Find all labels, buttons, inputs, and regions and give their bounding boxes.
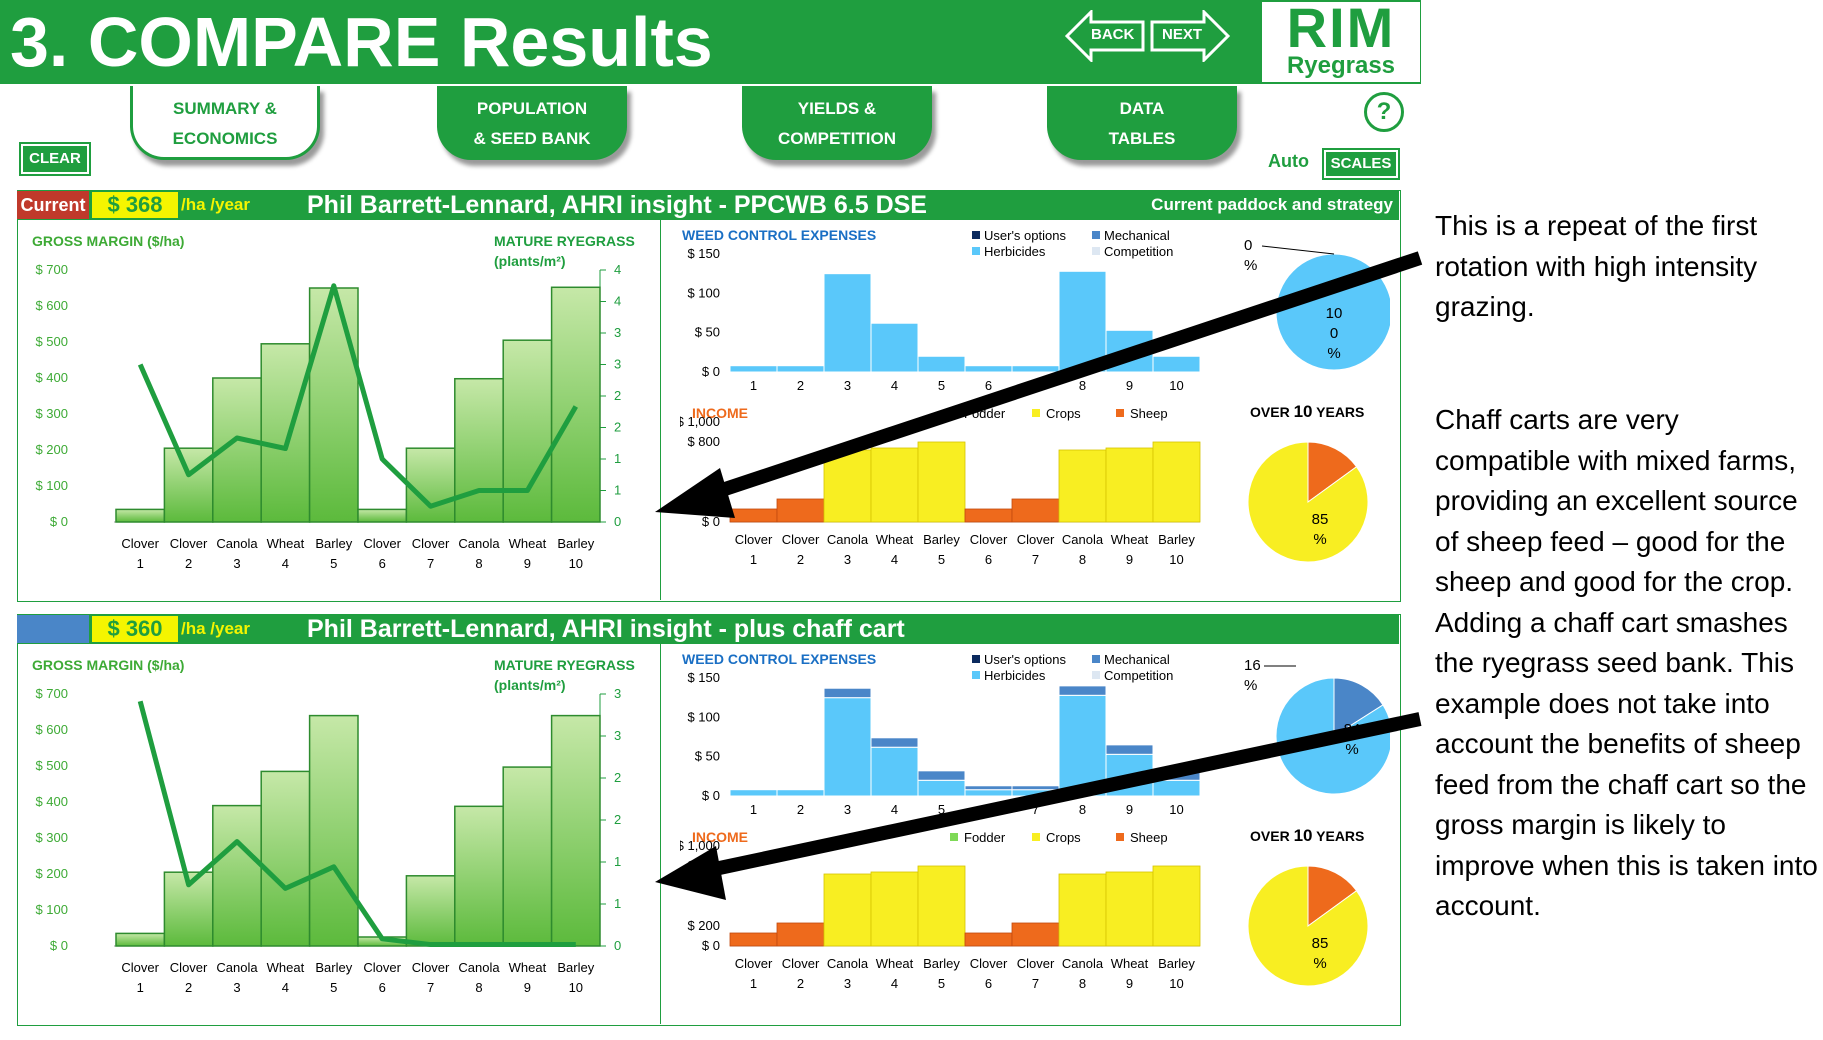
back-button[interactable]: BACK [1064,8,1145,64]
auto-label: Auto [1268,151,1309,171]
tab-yields-competition[interactable]: YIELDS & COMPETITION [742,86,932,160]
rim-logo: RIM Ryegrass [1262,0,1420,82]
clear-button[interactable]: CLEAR [19,142,91,176]
help-button[interactable]: ? [1364,92,1404,132]
note-chaff-cart: Chaff carts are very compatible with mix… [1435,404,1818,921]
tab-data-tables[interactable]: DATA TABLES [1047,86,1237,160]
arrow-head-2 [655,846,726,900]
back-arrow-icon [1064,8,1145,64]
note-repeat: This is a repeat of the first rotation w… [1435,210,1758,322]
arrow-line-2 [708,712,1422,877]
next-arrow-icon [1150,8,1231,64]
page-title: 3. COMPARE Results [10,3,713,81]
next-button[interactable]: NEXT [1150,8,1231,64]
tab-population-seed-bank[interactable]: POPULATION & SEED BANK [437,86,627,160]
arrow-head-1 [655,468,735,518]
tab-summary-economics[interactable]: SUMMARY & ECONOMICS [130,86,320,160]
scales-button[interactable]: SCALES [1322,148,1400,180]
arrow-line-1 [707,251,1423,501]
